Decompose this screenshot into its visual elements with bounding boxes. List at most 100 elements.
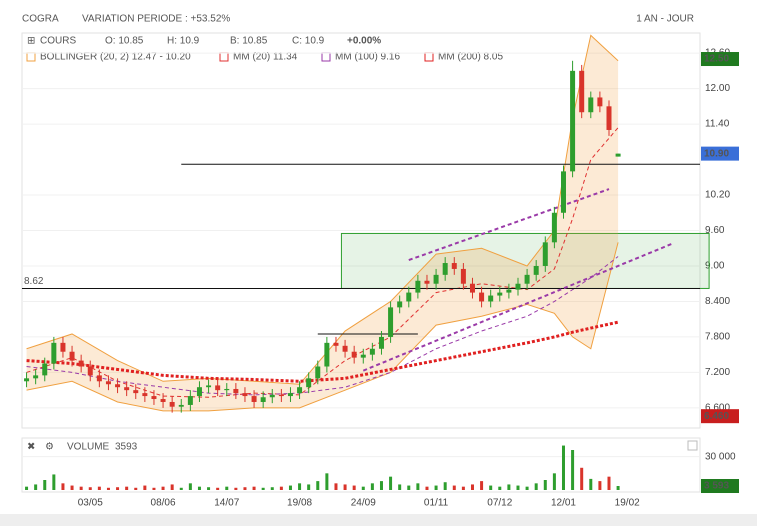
y-tick-label: 8.400 <box>705 296 730 307</box>
price-badge <box>701 409 739 424</box>
candle-body <box>406 292 412 302</box>
candle-body <box>233 388 239 394</box>
volume-bar <box>525 486 529 490</box>
volume-bar <box>34 484 38 490</box>
candle-body <box>151 396 157 400</box>
y-tick-label: 6.600 <box>705 403 730 414</box>
volume-frame <box>21 437 701 493</box>
volume-bar <box>398 484 402 490</box>
volume-bar <box>598 481 602 490</box>
price-badge <box>701 479 739 494</box>
candle-body <box>388 307 394 337</box>
moving-average <box>26 256 619 396</box>
x-tick-label: 19/02 <box>615 498 640 509</box>
volume-bar <box>498 486 502 490</box>
legend-item: H: 10.9 <box>167 36 200 47</box>
volume-bar <box>216 487 220 490</box>
volume-bar <box>616 486 620 490</box>
settings-icon[interactable]: ⚙ <box>45 442 54 453</box>
candle-body <box>24 378 30 382</box>
volume-bar <box>88 487 92 490</box>
period[interactable]: 1 AN - JOUR <box>636 14 694 25</box>
candle-body <box>196 387 202 397</box>
volume-bar <box>352 485 356 490</box>
trendline <box>408 188 610 262</box>
candle-body <box>560 171 566 213</box>
volume-bar <box>252 486 256 490</box>
y-tick-label: 30 000 <box>705 451 736 462</box>
candle-body <box>570 70 576 172</box>
volume-bar <box>125 486 129 490</box>
volume-bar <box>106 487 110 490</box>
volume-bar <box>261 487 265 490</box>
candle-body <box>333 342 339 346</box>
candle-body <box>278 394 284 397</box>
y-tick-label: 7.800 <box>705 332 730 343</box>
moving-average <box>26 320 619 383</box>
volume-bar <box>416 483 420 490</box>
candle-body <box>424 280 430 284</box>
candle-body <box>215 385 221 391</box>
candle-body <box>497 292 503 296</box>
candle-body <box>287 393 293 397</box>
x-tick-label: 12/01 <box>551 498 576 509</box>
candle-body <box>542 242 548 266</box>
y-tick-label: 11.40 <box>705 119 730 130</box>
volume-bar <box>134 487 138 490</box>
checkbox[interactable] <box>687 440 698 451</box>
variation: VARIATION PERIODE : +53.52% <box>82 14 230 25</box>
candle-body <box>96 375 102 382</box>
x-tick-label: 19/08 <box>287 498 312 509</box>
volume-bar <box>516 485 520 490</box>
symbol: COGRA <box>22 14 59 25</box>
candle-body <box>479 292 485 302</box>
x-tick-label: 01/11 <box>424 498 449 509</box>
candle-body <box>178 404 184 407</box>
candle-body <box>606 106 612 130</box>
candle-body <box>269 394 275 398</box>
candle-body <box>515 283 521 290</box>
bollinger-fill <box>26 35 619 411</box>
candle-body <box>588 97 594 113</box>
legend-item: C: 10.9 <box>292 36 325 47</box>
candle-body <box>579 70 585 113</box>
close-icon[interactable]: ✖ <box>27 442 35 453</box>
volume-bar <box>61 483 65 490</box>
indicator-label: MM (20) 11.34 <box>233 52 298 63</box>
legend-name: COURS <box>40 36 76 47</box>
candle-body <box>142 393 148 397</box>
volume-bar <box>279 486 283 490</box>
bollinger-lower <box>26 242 619 412</box>
volume-bar <box>43 480 47 490</box>
candle-body <box>42 363 48 376</box>
price-badge-label: 10.90 <box>704 148 729 159</box>
indicator-label: BOLLINGER (20, 2) 12.47 - 10.20 <box>40 52 191 63</box>
candle-body <box>51 342 57 364</box>
candle-body <box>187 396 193 405</box>
volume-bar <box>179 487 183 490</box>
indicator-label: MM (100) 9.16 <box>335 52 400 63</box>
volume-bar <box>470 484 474 490</box>
volume-bar <box>298 483 302 490</box>
volume-bar <box>534 483 538 490</box>
legend-item: B: 10.85 <box>230 36 268 47</box>
volume-bar <box>143 485 147 490</box>
candle-body <box>242 393 248 397</box>
candle-body <box>115 384 121 388</box>
candle-body <box>415 280 421 293</box>
volume-bar <box>79 486 83 490</box>
volume-bar <box>334 483 338 490</box>
candle-body <box>488 295 494 302</box>
volume-bar <box>307 484 311 490</box>
volume-bar <box>580 467 584 490</box>
candle-body <box>369 348 375 355</box>
volume-bar <box>170 484 174 490</box>
cours-icon: ⊞ <box>27 36 35 47</box>
candle-body <box>360 354 366 358</box>
x-tick-label: 24/09 <box>351 498 376 509</box>
volume-bar <box>243 487 247 490</box>
volume-bar <box>389 476 393 490</box>
volume-bar <box>571 450 575 490</box>
volume-bar <box>370 483 374 490</box>
